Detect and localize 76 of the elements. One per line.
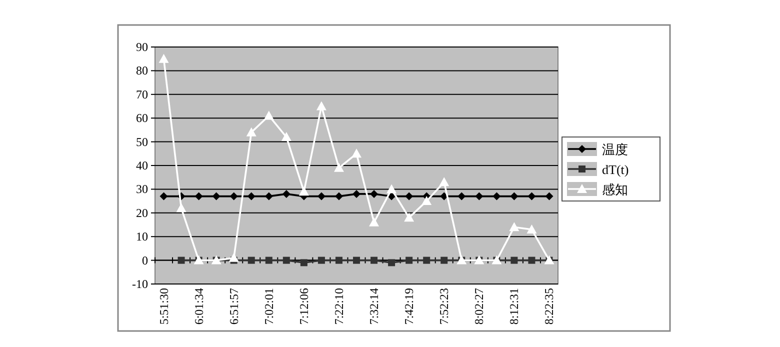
x-tick-label: 7:32:14 (367, 288, 382, 325)
point (212, 192, 220, 200)
point (247, 192, 256, 200)
x-tick-label: 8:02:27 (472, 288, 486, 325)
point (509, 222, 520, 232)
point (528, 256, 536, 264)
x-tick-label: 7:12:06 (296, 288, 311, 325)
point (335, 256, 342, 264)
y-tick-label: 0 (142, 253, 148, 268)
point (281, 132, 292, 142)
point (334, 192, 343, 200)
point (282, 190, 290, 198)
legend-label: 温度 (602, 142, 628, 157)
point (282, 256, 290, 264)
y-tick-label: -10 (132, 277, 148, 291)
point (178, 256, 185, 264)
x-tick-label: 8:22:35 (542, 288, 556, 325)
legend-label: 感知 (602, 182, 628, 197)
point (423, 256, 430, 264)
x-tick-label: 7:52:23 (437, 288, 452, 325)
point (422, 196, 432, 206)
y-tick-label: 20 (136, 206, 148, 220)
x-tick-label: 6:51:57 (226, 288, 241, 325)
point (405, 192, 414, 200)
x-tick-label: 7:02:01 (262, 288, 276, 325)
point (404, 212, 414, 222)
point (386, 184, 397, 194)
y-tick-label: 10 (136, 230, 148, 244)
point (353, 256, 360, 264)
point (352, 190, 360, 198)
point (176, 203, 186, 212)
y-tick-label: 90 (136, 40, 148, 54)
point (492, 192, 501, 200)
point (248, 256, 255, 264)
point (370, 190, 378, 198)
point (194, 192, 203, 200)
point (318, 256, 325, 264)
point (158, 54, 169, 63)
point (265, 256, 272, 264)
y-tick-label: 30 (136, 182, 148, 196)
point (458, 192, 466, 200)
point (230, 192, 238, 200)
point (317, 192, 326, 200)
legend-label: dT(t) (602, 162, 629, 177)
point (316, 101, 326, 110)
x-tick-label: 7:42:19 (402, 288, 416, 325)
point (369, 217, 380, 226)
x-tick-label: 5:51:30 (156, 288, 171, 325)
y-tick-label: 40 (136, 158, 148, 172)
y-tick-label: 60 (136, 111, 148, 126)
point (526, 224, 537, 234)
point (298, 186, 309, 196)
x-tick-label: 6:01:34 (192, 288, 206, 325)
point (440, 256, 448, 264)
point (439, 177, 450, 186)
y-tick-label: 80 (136, 64, 148, 78)
point (228, 252, 239, 262)
point (475, 192, 484, 200)
point (370, 256, 378, 264)
point (264, 192, 273, 200)
x-tick-label: 7:22:10 (332, 288, 346, 325)
point (352, 148, 362, 158)
point (510, 256, 518, 264)
point (300, 259, 308, 266)
y-tick-label: 50 (136, 134, 148, 149)
point (545, 192, 554, 200)
point (388, 259, 396, 266)
point (406, 256, 413, 264)
point (246, 127, 256, 136)
point (264, 110, 274, 120)
point (510, 192, 518, 200)
y-tick-label: 70 (136, 87, 148, 102)
x-tick-label: 8:12:31 (507, 288, 522, 325)
point (334, 162, 344, 172)
point (160, 192, 168, 200)
point (528, 192, 536, 200)
